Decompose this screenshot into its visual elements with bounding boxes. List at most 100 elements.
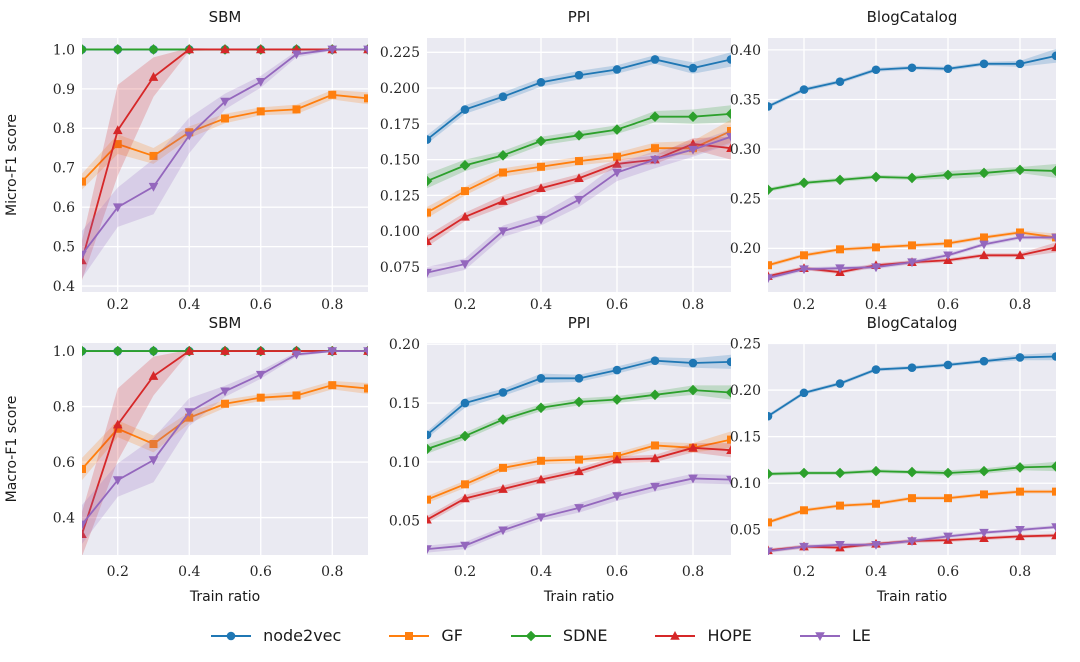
- marker-triangle-up: [255, 44, 266, 54]
- marker-square: [800, 506, 808, 515]
- y-tick-label: 0.7: [53, 161, 75, 177]
- marker-square: [149, 440, 158, 449]
- marker-circle: [498, 92, 508, 101]
- x-tick-label: 0.4: [178, 564, 200, 580]
- marker-circle: [768, 102, 773, 111]
- marker-square: [1016, 228, 1024, 237]
- marker-triangle-up: [82, 529, 87, 538]
- marker-diamond: [82, 345, 88, 357]
- x-tick-label: 0.2: [107, 564, 129, 580]
- marker-diamond: [870, 465, 882, 477]
- x-tick-label: 0.2: [793, 297, 815, 313]
- marker-circle: [612, 365, 622, 375]
- series-gf-markers: [82, 381, 368, 473]
- marker-square: [651, 441, 659, 450]
- marker-circle: [1015, 59, 1025, 69]
- marker-triangle-up: [148, 72, 159, 81]
- x-tick-label: 0.2: [793, 564, 815, 580]
- marker-square: [427, 495, 431, 504]
- legend-item-gf: GF: [387, 628, 463, 644]
- marker-triangle-down: [835, 264, 845, 274]
- marker-diamond: [1050, 461, 1056, 472]
- marker-diamond: [687, 384, 699, 396]
- y-tick-label: 0.05: [730, 523, 761, 539]
- marker-diamond: [834, 467, 846, 479]
- marker-triangle-down: [907, 258, 917, 268]
- marker-square: [256, 107, 265, 116]
- subplot-ppi-macro-f1: 0.05 0.10 0.15 0.20 0.2 0.4 0.6 0.8 PPI Train rat…: [389, 314, 731, 605]
- y-tick-label: 0.125: [380, 188, 420, 204]
- x-tick-label: 0.4: [178, 297, 200, 313]
- marker-circle: [1051, 352, 1056, 361]
- marker-square: [292, 105, 301, 114]
- y-tick-label: 0.225: [380, 45, 420, 61]
- x-tick-label: 0.8: [1009, 564, 1031, 580]
- marker-triangle-down: [460, 260, 470, 270]
- x-tick-label: 0.6: [250, 564, 272, 580]
- marker-diamond: [906, 172, 918, 184]
- y-tick-label: 0.20: [389, 337, 420, 353]
- y-tick-label: 0.075: [380, 260, 420, 276]
- marker-triangle-down: [574, 504, 584, 513]
- x-axis-label: Train ratio: [876, 589, 947, 605]
- legend-label: node2vec: [263, 626, 342, 645]
- marker-circle: [612, 65, 622, 74]
- y-tick-label: 1.0: [53, 344, 75, 360]
- marker-square: [768, 518, 772, 527]
- marker-triangle-down: [1051, 233, 1056, 243]
- legend-label: GF: [441, 626, 463, 645]
- marker-triangle-down: [82, 520, 87, 530]
- marker-triangle-up: [574, 466, 584, 476]
- series-le-markers: [427, 474, 731, 555]
- marker-square: [575, 455, 583, 464]
- marker-triangle-down: [327, 347, 338, 357]
- y-axis-label: Micro-F1 score: [4, 114, 20, 216]
- marker-triangle-down: [907, 537, 917, 547]
- y-tick-label: 0.05: [389, 514, 420, 530]
- marker-square: [651, 144, 659, 153]
- marker-triangle-up: [979, 250, 989, 260]
- marker-diamond: [148, 345, 159, 357]
- marker-triangle-up: [112, 419, 123, 429]
- series-gf-markers: [768, 487, 1056, 527]
- marker-square: [221, 114, 229, 123]
- y-tick-label: 0.40: [730, 43, 761, 59]
- legend-marker-triangle-down-icon: [799, 632, 840, 641]
- x-tick-label: 0.6: [606, 297, 628, 313]
- series-layer: [427, 354, 731, 555]
- marker-triangle-down: [815, 632, 825, 641]
- marker-square: [256, 393, 265, 402]
- subplot-blogcatalog-macro-f1: 0.05 0.10 0.15 0.20 0.25 0.2 0.4 0.6 0.8 BlogCata…: [730, 314, 1056, 605]
- marker-square: [872, 243, 880, 252]
- subplot-sbm-micro-f1: 0.4 0.5 0.6 0.7 0.8 0.9 1.0 0.2 0.4 0.6 0.8 SBM Micr…: [4, 8, 368, 313]
- marker-triangle-down: [650, 482, 660, 492]
- marker-triangle-down: [536, 215, 546, 225]
- marker-square: [1052, 487, 1056, 496]
- series-gf-band: [82, 90, 368, 190]
- x-tick-label: 0.8: [321, 564, 343, 580]
- marker-triangle-up: [427, 514, 432, 524]
- marker-triangle-down: [726, 132, 731, 142]
- y-tick-label: 0.200: [380, 81, 420, 97]
- marker-square: [944, 239, 952, 248]
- marker-circle: [1015, 353, 1025, 362]
- series-hope-band: [427, 443, 731, 524]
- series-layer: [768, 48, 1056, 284]
- marker-triangle-down: [1015, 526, 1025, 535]
- x-tick-label: 0.4: [530, 564, 552, 580]
- marker-triangle-up: [536, 474, 546, 484]
- marker-square: [727, 127, 731, 136]
- x-tick-label: 0.6: [937, 564, 959, 580]
- marker-circle: [650, 356, 660, 365]
- series-le-band: [82, 48, 368, 279]
- marker-triangle-down: [112, 203, 123, 213]
- y-tick-label: 0.4: [53, 279, 75, 295]
- marker-square: [364, 94, 368, 103]
- marker-circle: [726, 55, 731, 64]
- marker-triangle-down: [799, 265, 809, 275]
- marker-square: [461, 480, 469, 489]
- series-le-markers: [82, 347, 368, 530]
- marker-triangle-up: [184, 44, 195, 54]
- legend: node2vec GF SDNE HOPE LE: [0, 610, 1080, 662]
